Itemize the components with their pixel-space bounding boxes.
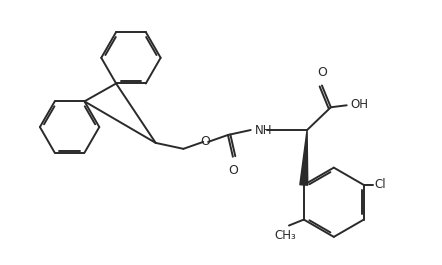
Text: O: O	[228, 164, 238, 177]
Text: O: O	[200, 135, 210, 148]
Text: Cl: Cl	[375, 178, 386, 191]
Polygon shape	[300, 130, 308, 185]
Text: OH: OH	[351, 98, 369, 111]
Text: CH₃: CH₃	[274, 229, 296, 242]
Text: O: O	[317, 65, 327, 78]
Text: NH: NH	[255, 123, 272, 136]
